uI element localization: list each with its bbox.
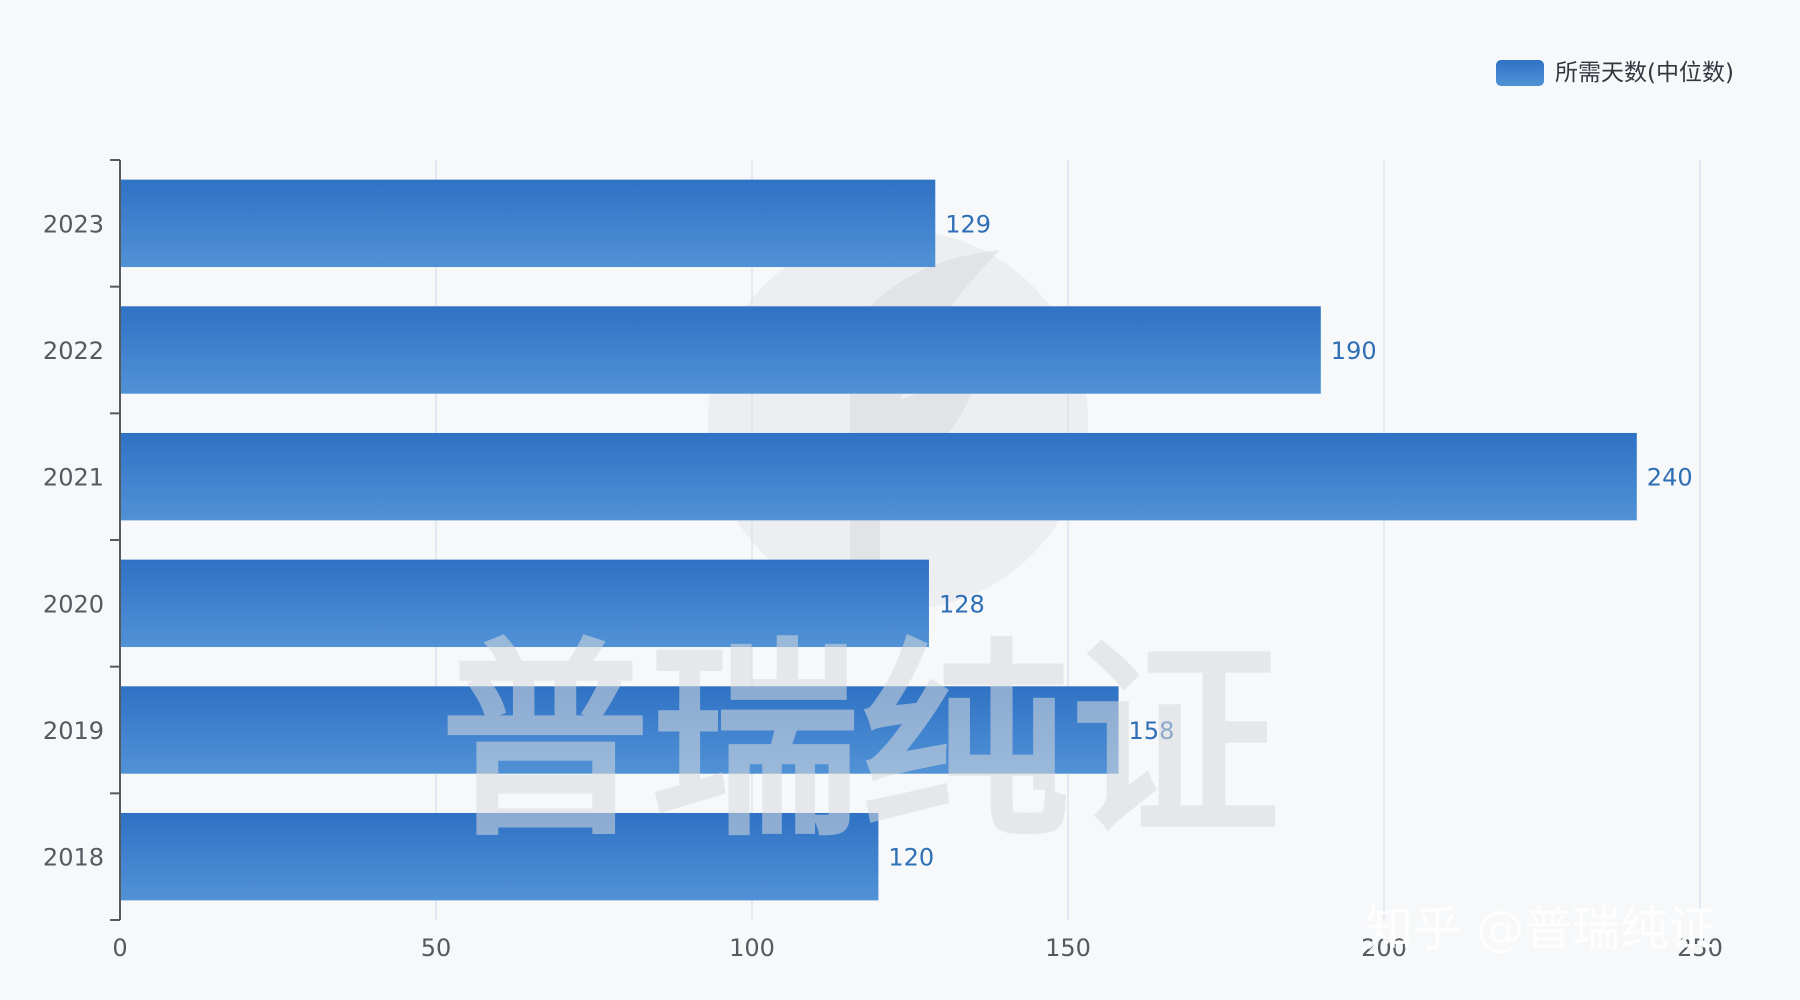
watermark-text: 普瑞纯证 (440, 620, 1280, 865)
x-tick-label: 0 (112, 934, 127, 962)
bar-2019 (120, 686, 1119, 774)
y-tick-label-2019: 2019 (43, 717, 104, 745)
y-tick-label-2022: 2022 (43, 337, 104, 365)
x-tick-label: 150 (1045, 934, 1091, 962)
bar-2022 (120, 306, 1321, 394)
x-tick-label: 200 (1361, 934, 1407, 962)
y-tick-label-2020: 2020 (43, 590, 104, 618)
data-label-2022: 190 (1331, 337, 1377, 365)
bar-2021 (120, 432, 1637, 521)
legend: 所需天数(中位数) (1496, 60, 1734, 86)
data-label-2020: 128 (939, 590, 985, 618)
data-label-2018: 120 (888, 844, 934, 872)
y-tick-label-2021: 2021 (43, 464, 104, 492)
bar-2020 (120, 559, 929, 648)
y-tick-label-2018: 2018 (43, 844, 104, 872)
data-label-2023: 129 (945, 210, 991, 238)
watermark-logo (708, 230, 1088, 610)
x-tick-label: 100 (729, 934, 775, 962)
legend-label: 所需天数(中位数) (1555, 60, 1734, 86)
bar-2018 (120, 812, 879, 901)
axes: 0 50 100 150 200 250 2023 2022 2021 2020 2019 2018 (43, 159, 1723, 962)
bar-2023 (120, 179, 936, 268)
x-tick-label: 250 (1677, 934, 1723, 962)
data-label-2019: 158 (1129, 717, 1175, 745)
y-tick-label-2023: 2023 (43, 210, 104, 238)
data-label-2021: 240 (1647, 464, 1693, 492)
credit-watermark: 知乎 @普瑞纯证 (1365, 901, 1716, 957)
grid-lines (435, 160, 1701, 920)
x-tick-label: 50 (421, 934, 452, 962)
bar-series: 129 190 240 128 158 120 (120, 179, 1693, 901)
legend-swatch (1496, 60, 1544, 86)
